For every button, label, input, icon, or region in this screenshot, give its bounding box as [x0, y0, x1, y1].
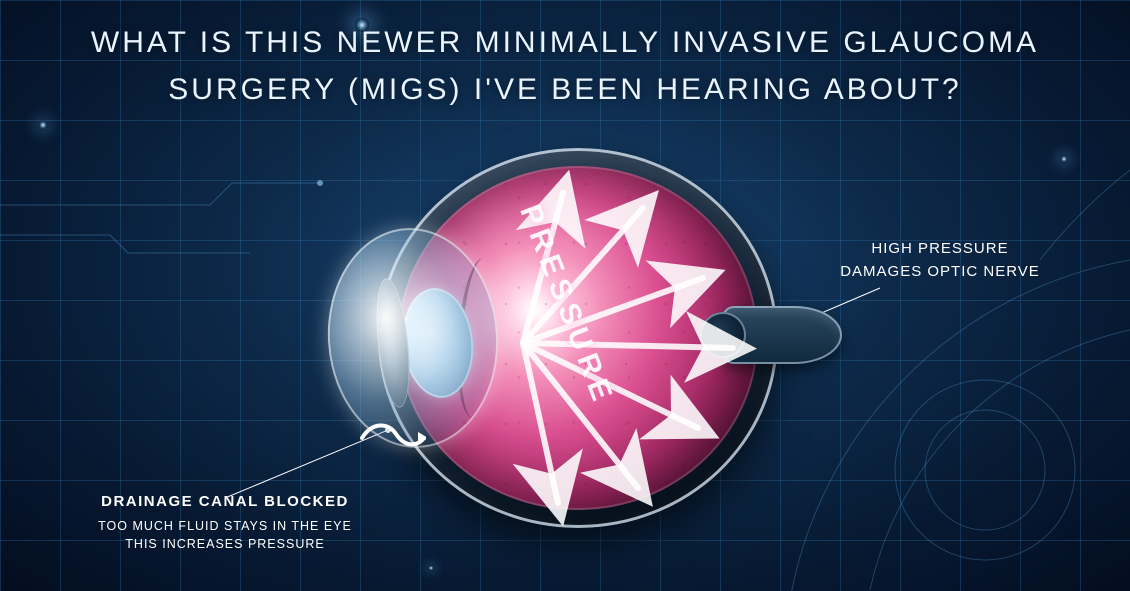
- blocked-canal-icon: [356, 418, 426, 458]
- callout-left-heading: DRAINAGE CANAL BLOCKED: [70, 491, 380, 513]
- callout-left-line1: TOO MUCH FLUID STAYS IN THE EYE: [70, 517, 380, 535]
- lens-flare: [38, 120, 48, 130]
- callout-right-line2: DAMAGES OPTIC NERVE: [810, 261, 1070, 284]
- callout-optic-nerve: HIGH PRESSURE DAMAGES OPTIC NERVE: [810, 238, 1070, 283]
- optic-nerve: [722, 306, 842, 364]
- lens-flare: [428, 565, 434, 571]
- callout-drainage: DRAINAGE CANAL BLOCKED TOO MUCH FLUID ST…: [70, 491, 380, 553]
- callout-left-line2: THIS INCREASES PRESSURE: [70, 535, 380, 553]
- callout-right-line1: HIGH PRESSURE: [810, 238, 1070, 261]
- title-line-2: SURGERY (MIGS) I'VE BEEN HEARING ABOUT?: [168, 73, 961, 106]
- title-line-1: WHAT IS THIS NEWER MINIMALLY INVASIVE GL…: [91, 26, 1039, 59]
- lens-flare: [1060, 155, 1068, 163]
- page-title: WHAT IS THIS NEWER MINIMALLY INVASIVE GL…: [0, 20, 1130, 113]
- eye-diagram: PRESSURE: [348, 138, 788, 548]
